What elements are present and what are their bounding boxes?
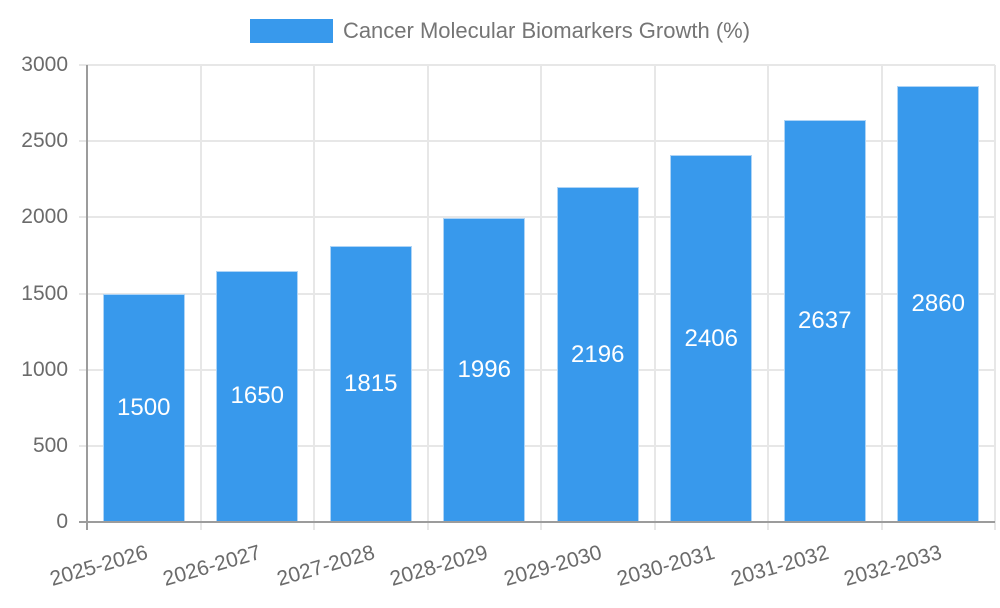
gridline-v [994, 65, 996, 530]
y-axis-line [86, 65, 88, 530]
bar-value-label: 2860 [911, 290, 965, 318]
y-tick-label: 1000 [21, 357, 68, 381]
gridline-v [880, 65, 883, 530]
bar-2028-2029[interactable]: 1996 [443, 217, 526, 522]
gridline-v [199, 65, 202, 530]
y-tick-label: 0 [56, 510, 68, 533]
bar-value-label: 1500 [117, 393, 171, 421]
bar-2032-2033[interactable]: 2860 [897, 86, 980, 522]
x-axis-line [79, 521, 995, 523]
gridline-h [79, 140, 995, 143]
legend-swatch [249, 19, 333, 43]
bar-value-label: 1996 [457, 355, 511, 383]
bar-2027-2028[interactable]: 1815 [329, 245, 412, 522]
bar-2030-2031[interactable]: 2406 [670, 155, 753, 522]
y-tick-label: 500 [32, 433, 68, 457]
bar-2029-2030[interactable]: 2196 [556, 187, 639, 522]
bar-2025-2026[interactable]: 1500 [102, 293, 185, 522]
gridline-v [426, 65, 429, 530]
y-tick-label: 2500 [21, 129, 68, 153]
y-tick-label: 1500 [21, 281, 68, 305]
gridline-h [79, 368, 995, 371]
bar-value-label: 1815 [344, 369, 398, 397]
gridline-h [79, 292, 995, 295]
bar-value-label: 2196 [571, 340, 625, 368]
y-tick-label: 3000 [21, 53, 68, 76]
gridline-v [767, 65, 769, 530]
y-tick-label: 2000 [21, 205, 68, 229]
gridline-h [79, 444, 995, 447]
gridline-h [79, 216, 995, 219]
gridline-h [79, 64, 995, 66]
bar-2026-2027[interactable]: 1650 [216, 270, 299, 522]
legend-item[interactable]: Cancer Molecular Biomarkers Growth (%) [0, 17, 1000, 45]
bar-2031-2032[interactable]: 2637 [783, 120, 866, 522]
bar-value-label: 2406 [684, 324, 738, 352]
gridline-v [653, 65, 656, 530]
bar-value-label: 1650 [230, 382, 284, 410]
gridline-v [540, 65, 542, 530]
gridline-v [313, 65, 315, 530]
bar-value-label: 2637 [798, 307, 852, 335]
legend-label: Cancer Molecular Biomarkers Growth (%) [342, 18, 751, 43]
